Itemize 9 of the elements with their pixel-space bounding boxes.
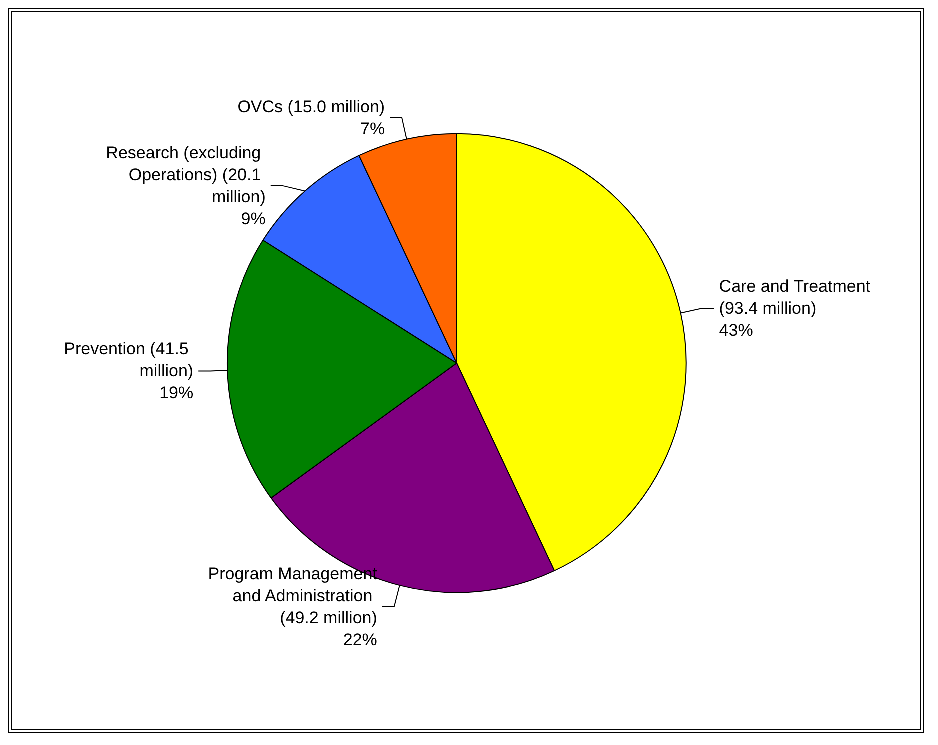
data-label: 7% [360,119,386,138]
data-label: 19% [160,384,194,403]
data-label: 43% [719,320,754,340]
data-label: 22% [343,630,378,650]
slice-label: Prevention (41.5 million) [64,340,194,381]
data-label: 9% [241,209,266,228]
slice-label: Care and Treatment (93.4 million) [719,276,876,318]
slice-label: Research (excluding Operations) (20.1 million) [106,143,266,206]
slice-label: OVCs (15.0 million) [238,97,386,116]
